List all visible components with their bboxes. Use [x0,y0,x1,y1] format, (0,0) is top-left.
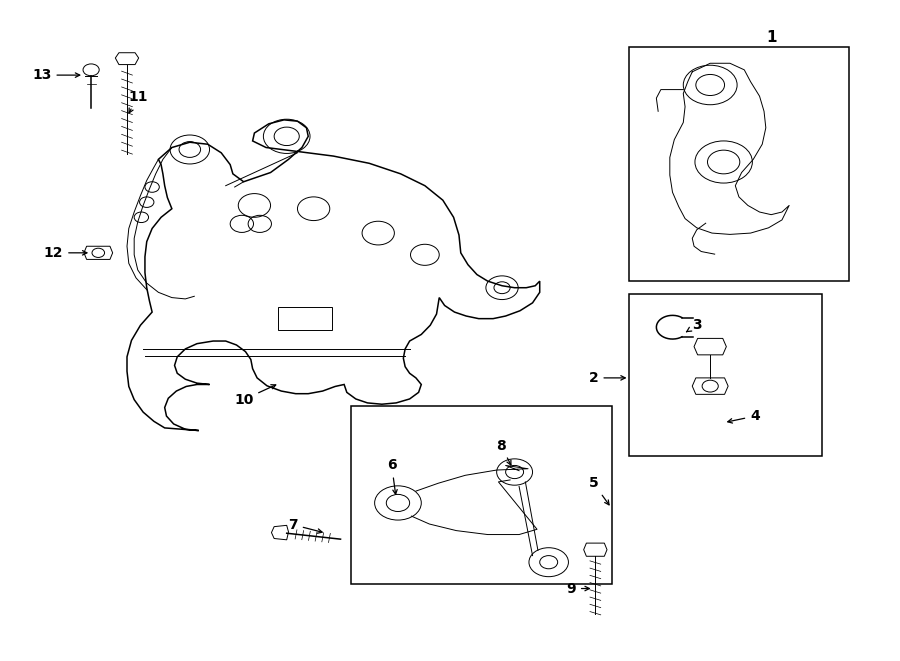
Text: 9: 9 [566,582,590,596]
Text: 12: 12 [44,246,87,260]
Text: 13: 13 [32,68,80,82]
Text: 8: 8 [496,439,511,465]
Text: 6: 6 [387,459,397,494]
Text: 10: 10 [234,385,275,407]
Text: 11: 11 [128,90,148,113]
Text: 5: 5 [589,476,609,505]
Bar [629,48,850,281]
Text: 3: 3 [687,318,701,332]
Bar [278,307,331,330]
Bar [351,407,611,584]
Text: 7: 7 [288,518,322,533]
Text: 1: 1 [766,30,777,45]
Text: 4: 4 [728,409,760,423]
Bar [629,294,823,455]
Text: 2: 2 [589,371,626,385]
